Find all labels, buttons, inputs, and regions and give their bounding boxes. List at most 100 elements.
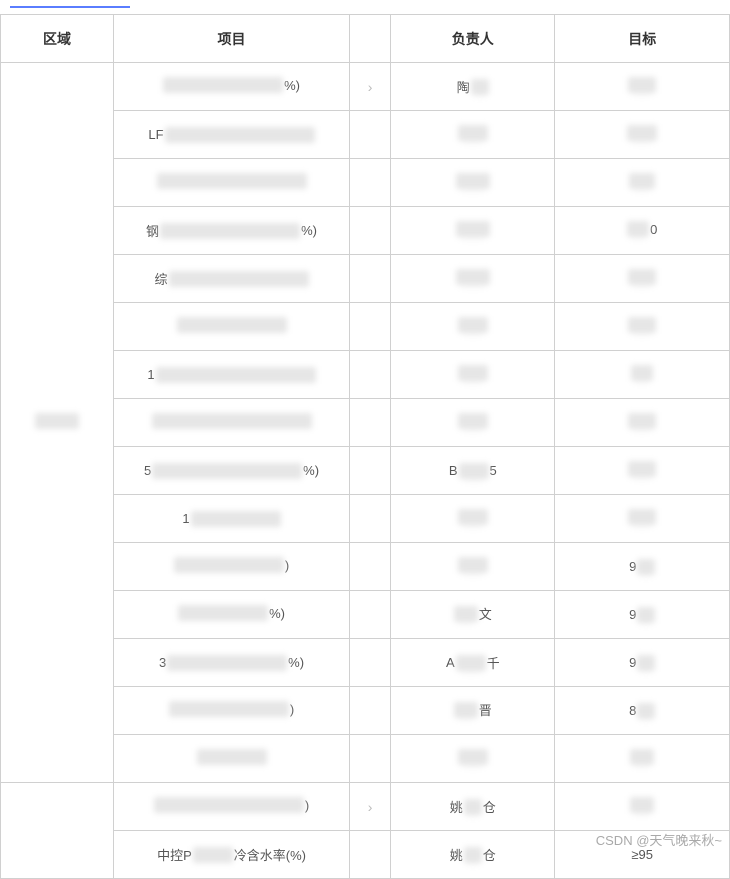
target-value-prefix: 9 (629, 559, 636, 574)
area-value (35, 413, 79, 429)
col-header-arrow (350, 15, 391, 63)
cell-area (1, 783, 114, 879)
cell-target (555, 447, 730, 495)
cell-project: ) (113, 783, 349, 831)
owner-value-redacted (458, 749, 488, 765)
target-value-redacted (628, 413, 656, 429)
cell-target: 0 (555, 207, 730, 255)
owner-value (458, 509, 488, 525)
project-value-redacted (191, 511, 281, 527)
cell-expand (350, 303, 391, 351)
chevron-right-icon[interactable]: › (368, 79, 373, 95)
target-value (628, 413, 656, 429)
project-value: ) (154, 797, 309, 813)
col-header-target[interactable]: 目标 (555, 15, 730, 63)
owner-value-redacted (454, 702, 478, 718)
target-value: 9 (629, 655, 655, 671)
cell-owner: 晋 (391, 687, 555, 735)
target-value-suffix: 0 (650, 222, 657, 237)
project-value-suffix: %) (301, 223, 317, 238)
chevron-right-icon[interactable]: › (368, 799, 373, 815)
owner-value: A千 (446, 653, 500, 672)
table-row[interactable]: %)›陶 (1, 63, 730, 111)
cell-expand (350, 159, 391, 207)
table-row[interactable]: ) › 姚 仓 (1, 783, 730, 831)
target-value-redacted (630, 797, 654, 813)
owner-value (456, 173, 490, 189)
owner-value-redacted (458, 509, 488, 525)
target-value-redacted (637, 559, 655, 575)
col-header-owner[interactable]: 负责人 (391, 15, 555, 63)
cell-target: 9 (555, 543, 730, 591)
target-value (628, 269, 656, 285)
owner-value-suffix: 仓 (483, 797, 496, 816)
owner-value (456, 221, 490, 237)
target-value: 9 (629, 559, 655, 575)
cell-target (555, 735, 730, 783)
owner-value-prefix: A (446, 655, 455, 670)
owner-value (458, 749, 488, 765)
cell-project (113, 159, 349, 207)
project-value-suffix: ) (285, 558, 289, 573)
top-link-indicator (10, 0, 130, 8)
owner-value-redacted (458, 413, 488, 429)
project-value-prefix: 3 (159, 655, 166, 670)
project-value-prefix: 1 (147, 367, 154, 382)
cell-expand (350, 735, 391, 783)
cell-expand (350, 207, 391, 255)
cell-target: 9 (555, 639, 730, 687)
project-value: 1 (182, 511, 280, 527)
cell-expand (350, 111, 391, 159)
project-value-suffix: %) (269, 606, 285, 621)
project-value-prefix: 综 (155, 269, 168, 288)
target-value-redacted (628, 509, 656, 525)
owner-value (456, 269, 490, 285)
col-header-project[interactable]: 项目 (113, 15, 349, 63)
owner-value: B5 (449, 463, 497, 479)
target-value-redacted (631, 365, 653, 381)
project-value: 3%) (159, 655, 304, 671)
cell-project (113, 735, 349, 783)
cell-expand (350, 639, 391, 687)
target-value-redacted (628, 461, 656, 477)
cell-expand[interactable]: › (350, 63, 391, 111)
owner-value-prefix: 姚 (450, 797, 463, 816)
target-value-redacted (627, 221, 649, 237)
owner-value (458, 125, 488, 141)
cell-expand (350, 591, 391, 639)
target-value (629, 173, 655, 189)
cell-target (555, 399, 730, 447)
cell-expand[interactable]: › (350, 783, 391, 831)
owner-value: 文 (454, 604, 492, 623)
cell-owner: 文 (391, 591, 555, 639)
project-value (197, 749, 267, 765)
cell-project: %) (113, 591, 349, 639)
project-value-redacted (169, 701, 289, 717)
cell-owner (391, 159, 555, 207)
target-value-redacted (628, 317, 656, 333)
cell-project: LF (113, 111, 349, 159)
owner-value: 晋 (454, 700, 492, 719)
col-header-area[interactable]: 区域 (1, 15, 114, 63)
cell-owner (391, 543, 555, 591)
project-value: 5%) (144, 463, 319, 479)
owner-value: 陶 (457, 77, 489, 96)
cell-project (113, 399, 349, 447)
project-value (177, 317, 287, 333)
cell-expand (350, 543, 391, 591)
project-value: %) (178, 605, 285, 621)
cell-project: ) (113, 543, 349, 591)
cell-target (555, 303, 730, 351)
cell-project: 1 (113, 351, 349, 399)
project-value: 钢%) (146, 221, 317, 240)
project-value-suffix: %) (303, 463, 319, 478)
target-value-prefix: 8 (629, 703, 636, 718)
cell-owner (391, 303, 555, 351)
project-value-suffix: ) (305, 798, 309, 813)
project-value (157, 173, 307, 189)
owner-value-suffix: 5 (490, 463, 497, 478)
target-value-redacted (637, 655, 655, 671)
owner-value-redacted (456, 221, 490, 237)
area-value-redacted (35, 413, 79, 429)
owner-value-suffix: 晋 (479, 700, 492, 719)
